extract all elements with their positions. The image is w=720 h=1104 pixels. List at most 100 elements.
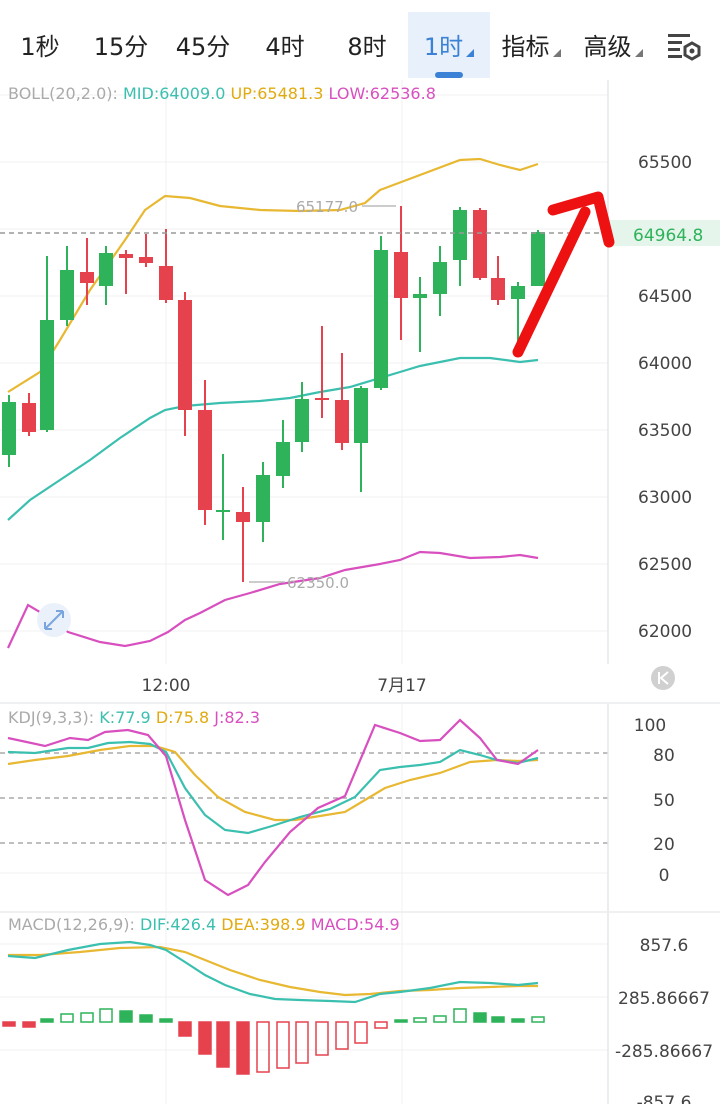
tab-2[interactable]: 45分 — [162, 12, 244, 78]
candle — [413, 277, 427, 352]
price-tick: 64500 — [638, 287, 692, 307]
candle — [198, 380, 212, 525]
low-price-label: 62350.0 — [287, 574, 349, 592]
candle-body — [531, 232, 545, 286]
price-tick: 64000 — [638, 354, 692, 374]
macd-bar — [335, 1021, 349, 1050]
macd-bar — [453, 1008, 467, 1023]
candle-body — [216, 510, 230, 512]
separator — [0, 911, 720, 913]
candle-body — [40, 320, 54, 430]
candle-body — [276, 442, 290, 476]
chart-settings-icon[interactable] — [664, 28, 704, 68]
tab-4[interactable]: 8时 — [326, 12, 408, 78]
candle-body — [433, 262, 447, 294]
tab-0[interactable]: 1秒 — [0, 12, 80, 78]
tab-1[interactable]: 15分 — [80, 12, 162, 78]
tab-label: 1时 — [423, 33, 464, 61]
dropdown-caret-icon — [466, 49, 475, 57]
macd-bar — [99, 1008, 113, 1023]
tab-label: 1秒 — [20, 33, 60, 61]
macd-tick: 857.6 — [640, 936, 689, 956]
candle — [40, 256, 54, 432]
macd-bar — [236, 1021, 250, 1075]
candle — [139, 234, 153, 267]
kdj-tick: 50 — [653, 791, 675, 811]
candle — [354, 386, 368, 492]
kdj-tick: 20 — [653, 835, 675, 855]
macd-histogram — [2, 1008, 545, 1075]
macd-value: MACD:54.9 — [311, 915, 400, 934]
candle-body — [256, 475, 270, 522]
macd-tick: -857.6 — [637, 1093, 692, 1104]
kdj-name: KDJ(9,3,3): — [8, 708, 94, 727]
kdj-axis: 100 80 50 20 0 — [634, 716, 675, 886]
time-axis: 12:00 7月17 — [142, 676, 427, 696]
kdj-d-line — [7, 744, 539, 822]
candle — [60, 246, 74, 326]
candle — [22, 393, 36, 436]
kdj-k: K:77.9 — [99, 708, 151, 727]
price-tick: 63500 — [638, 421, 692, 441]
candle-body — [473, 210, 487, 278]
candle-body — [511, 286, 525, 299]
candle — [394, 206, 408, 340]
macd-dea-line — [8, 945, 538, 997]
candle — [2, 395, 16, 467]
low-marker: 62350.0 — [249, 574, 349, 592]
macd-bar — [139, 1014, 153, 1023]
current-price-label: 64964.8 — [633, 226, 703, 246]
candle-body — [159, 266, 173, 300]
candle — [178, 292, 192, 436]
macd-bar — [413, 1017, 427, 1023]
macd-chart: 857.6 285.86667 -285.86667 -857.6 MACD(1… — [0, 913, 713, 1104]
macd-dif-line — [7, 940, 539, 1004]
boll-legend: BOLL(20,2.0): MID:64009.0 UP:65481.3 LOW… — [8, 84, 436, 103]
tab-5[interactable]: 1时 — [408, 12, 490, 78]
macd-axis: 857.6 285.86667 -285.86667 -857.6 — [615, 936, 713, 1104]
tab-3[interactable]: 4时 — [244, 12, 326, 78]
candle-body — [335, 400, 349, 443]
macd-bar — [60, 1013, 74, 1023]
candle — [531, 230, 545, 286]
boll-mid: MID:64009.0 — [123, 84, 225, 103]
macd-bar — [276, 1021, 290, 1069]
scroll-to-latest-icon[interactable] — [651, 666, 675, 690]
candle-body — [60, 270, 74, 320]
expand-chart-icon[interactable] — [37, 603, 71, 637]
boll-low: LOW:62536.8 — [329, 84, 436, 103]
candle — [80, 238, 94, 305]
macd-bar — [216, 1021, 230, 1068]
kdj-j: J:82.3 — [213, 708, 260, 727]
macd-bar — [159, 1018, 173, 1023]
tab-6[interactable]: 指标 — [490, 12, 572, 78]
candle-body — [2, 402, 16, 455]
candle — [433, 246, 447, 316]
candle — [473, 208, 487, 280]
tab-7[interactable]: 高级 — [572, 12, 654, 78]
dropdown-caret-icon — [634, 49, 643, 57]
tab-label: 8时 — [347, 33, 387, 61]
macd-bar — [22, 1021, 36, 1028]
kdj-lines — [7, 718, 539, 897]
price-tick: 62000 — [638, 622, 692, 642]
macd-bar — [40, 1018, 54, 1023]
candlestick-chart[interactable]: 64964.8 65177.0 62350.0 65500 64500 6400… — [0, 80, 720, 702]
price-axis: 65500 64500 64000 63500 63000 62500 6200… — [638, 153, 692, 642]
candle-body — [139, 257, 153, 263]
candle — [119, 250, 133, 294]
tab-label: 45分 — [175, 33, 231, 61]
candle — [99, 246, 113, 305]
candle — [236, 487, 250, 582]
tab-label: 指标 — [501, 33, 550, 61]
candle — [159, 229, 173, 303]
candle-body — [119, 254, 133, 258]
current-price-line: 64964.8 — [0, 220, 720, 246]
candle-body — [453, 210, 467, 260]
candles — [2, 206, 545, 582]
candle-body — [99, 253, 113, 286]
candle-body — [354, 388, 368, 443]
macd-bar — [511, 1018, 525, 1023]
boll-upper-line — [7, 157, 539, 393]
time-tick: 12:00 — [142, 676, 191, 696]
